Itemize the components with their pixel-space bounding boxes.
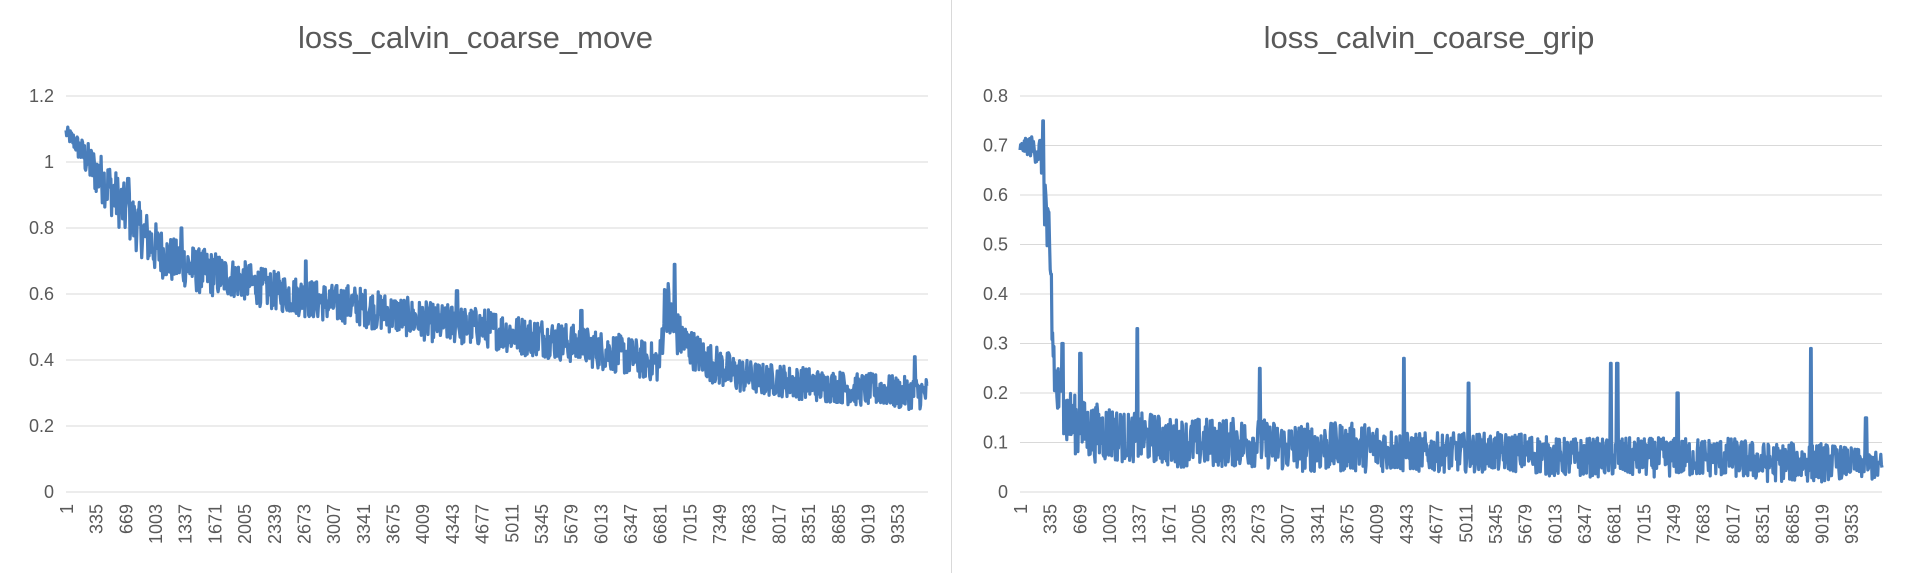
series-line: [64, 125, 929, 411]
x-tick-label: 5345: [532, 504, 552, 544]
x-tick-label: 4677: [1427, 504, 1447, 544]
y-tick-label: 0.2: [983, 383, 1008, 403]
x-tick-label: 5345: [1486, 504, 1506, 544]
x-tick-label: 8017: [1723, 504, 1743, 544]
x-tick-label: 9353: [1842, 504, 1862, 544]
x-tick-label: 669: [116, 504, 136, 534]
x-tick-label: 4343: [1397, 504, 1417, 544]
x-tick-label: 6013: [591, 504, 611, 544]
y-tick-label: 1.2: [29, 86, 54, 106]
x-tick-label: 335: [1041, 504, 1061, 534]
y-tick-label: 0.5: [983, 235, 1008, 255]
x-tick-label: 1003: [146, 504, 166, 544]
x-tick-label: 7015: [1634, 504, 1654, 544]
y-tick-label: 0.6: [29, 284, 54, 304]
x-tick-label: 2005: [235, 504, 255, 544]
x-tick-label: 7683: [740, 504, 760, 544]
chart-title-move: loss_calvin_coarse_move: [298, 20, 653, 55]
y-tick-label: 0.1: [983, 433, 1008, 453]
x-tick-label: 1337: [176, 504, 196, 544]
y-tick-label: 0.4: [29, 350, 54, 370]
x-tick-label: 5011: [502, 504, 522, 543]
x-tick-label: 3675: [384, 504, 404, 544]
x-tick-label: 4009: [413, 504, 433, 544]
y-tick-label: 0.3: [983, 334, 1008, 354]
x-tick-label: 7683: [1694, 504, 1714, 544]
x-tick-label: 1671: [1159, 504, 1179, 544]
x-tick-label: 7349: [710, 504, 730, 544]
x-tick-label: 1: [57, 504, 77, 514]
x-tick-label: 1: [1011, 504, 1031, 514]
x-tick-label: 7015: [680, 504, 700, 544]
x-tick-label: 4677: [473, 504, 493, 544]
x-tick-label: 2339: [265, 504, 285, 544]
y-tick-label: 0.7: [983, 136, 1008, 156]
x-tick-label: 1337: [1130, 504, 1150, 544]
x-tick-label: 9353: [888, 504, 908, 544]
chart-move: 0 0.2 0.4 0.6 0.8 1 1.2 1 335 669 1003 1337 1671 2005…: [29, 86, 929, 544]
series-line: [1018, 119, 1884, 484]
y-tick-label: 0: [44, 482, 54, 502]
x-tick-label: 3341: [1308, 504, 1328, 544]
x-tick-label: 2339: [1219, 504, 1239, 544]
chart-panel-move: loss_calvin_coarse_move 0 0.2 0.4 0.6 0.8 1 1.…: [0, 0, 951, 573]
y-tick-label: 0.8: [29, 218, 54, 238]
x-tick-label: 6681: [1605, 504, 1625, 544]
x-tick-label: 3341: [354, 504, 374, 544]
x-tick-label: 2673: [1248, 504, 1268, 544]
x-tick-label: 7349: [1664, 504, 1684, 544]
x-tick-label: 669: [1070, 504, 1090, 534]
x-tick-label: 3675: [1338, 504, 1358, 544]
x-tick-label: 6347: [1575, 504, 1595, 544]
y-tick-label: 1: [44, 152, 54, 172]
x-tick-label: 5011: [1456, 504, 1476, 543]
x-tick-label: 8685: [1783, 504, 1803, 544]
y-tick-label: 0.2: [29, 416, 54, 436]
x-tick-label: 5679: [562, 504, 582, 544]
chart-title-grip: loss_calvin_coarse_grip: [1263, 20, 1595, 55]
x-tick-label: 1003: [1100, 504, 1120, 544]
x-tick-label: 6681: [651, 504, 671, 544]
x-tick-label: 4343: [443, 504, 463, 544]
x-tick-label: 8685: [829, 504, 849, 544]
x-tick-label: 3007: [1278, 504, 1298, 544]
x-tick-label: 6013: [1545, 504, 1565, 544]
x-tick-label: 8351: [1753, 504, 1773, 544]
y-tick-label: 0.8: [983, 86, 1008, 106]
chart-panel-grip: loss_calvin_coarse_grip 0 0.1 0.2 0.3 0.4 0.5…: [952, 0, 1906, 573]
panel-divider: [951, 0, 952, 573]
x-tick-label: 9019: [858, 504, 878, 544]
x-tick-label: 335: [87, 504, 107, 534]
x-tick-label: 6347: [621, 504, 641, 544]
y-tick-label: 0.4: [983, 284, 1008, 304]
x-tick-label: 5679: [1516, 504, 1536, 544]
x-tick-label: 8017: [769, 504, 789, 544]
y-tick-label: 0: [998, 482, 1008, 502]
y-tick-label: 0.6: [983, 185, 1008, 205]
x-tick-label: 2005: [1189, 504, 1209, 544]
chart-grip: 0 0.1 0.2 0.3 0.4 0.5 0.6 0.7 0.8 1 335 669 1003 1337…: [983, 86, 1884, 544]
x-tick-label: 2673: [294, 504, 314, 544]
x-tick-label: 4009: [1367, 504, 1387, 544]
x-tick-label: 9019: [1812, 504, 1832, 544]
x-tick-label: 1671: [205, 504, 225, 544]
x-tick-label: 3007: [324, 504, 344, 544]
x-tick-label: 8351: [799, 504, 819, 544]
